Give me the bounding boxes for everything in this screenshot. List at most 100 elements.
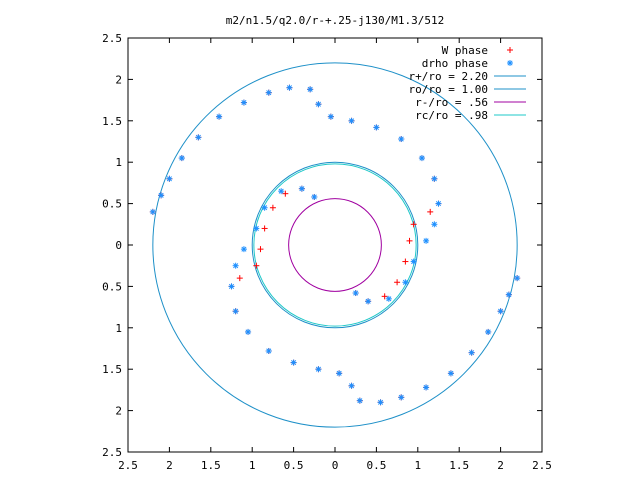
x-tick-label-5: 0 [332, 459, 339, 472]
x-tick-label-1: 2 [166, 459, 173, 472]
series-1-point-48 [298, 185, 305, 192]
y-tick-label-6: 0.5 [102, 198, 122, 211]
series-1-point-4 [195, 134, 202, 141]
series-0-point-19 [410, 221, 417, 228]
legend-label-0: W phase [442, 44, 488, 57]
x-tick-label-7: 1 [414, 459, 421, 472]
legend-label-4: r-/ro = .56 [415, 96, 488, 109]
series-1-point-30 [447, 370, 454, 377]
series-1-point-32 [398, 394, 405, 401]
series-1-point-44 [240, 246, 247, 253]
series-1-point-8 [286, 84, 293, 91]
series-1-point-45 [253, 225, 260, 232]
series-1-point-38 [290, 359, 297, 366]
series-1-point-21 [402, 279, 409, 286]
series-1-point-49 [311, 193, 318, 200]
legend-label-5: rc/ro = .98 [415, 109, 488, 122]
series-0-point-49 [282, 190, 289, 197]
series-0-point-20 [406, 237, 413, 244]
legend-swatch-1 [507, 60, 513, 66]
series-1-point-2 [166, 175, 173, 182]
x-tick-label-3: 1 [249, 459, 256, 472]
x-tick-label-9: 2 [497, 459, 504, 472]
series-1-point-40 [245, 328, 252, 335]
y-tick-label-9: 2 [115, 73, 122, 86]
x-tick-label-10: 2.5 [532, 459, 552, 472]
series-1-point-12 [348, 117, 355, 124]
series-1-point-19 [423, 237, 430, 244]
series-1-point-28 [485, 328, 492, 335]
series-1-point-47 [278, 188, 285, 195]
series-1-point-41 [232, 308, 239, 315]
series-1-point-13 [373, 124, 380, 131]
y-tick-label-3: 1 [115, 322, 122, 335]
chart-title: m2/n1.5/q2.0/r-+.25-j130/M1.3/512 [226, 14, 445, 27]
series-1-point-17 [435, 200, 442, 207]
series-0-point-46 [257, 246, 264, 253]
series-1-point-5 [216, 113, 223, 120]
circle-3 [253, 163, 417, 327]
series-0-point-44 [236, 275, 243, 282]
series-1-point-26 [505, 291, 512, 298]
legend-label-1: drho phase [422, 57, 488, 70]
series-1-point-22 [385, 295, 392, 302]
y-tick-label-2: 1.5 [102, 363, 122, 376]
series-1-point-27 [497, 308, 504, 315]
series-1-point-31 [423, 384, 430, 391]
series-1-point-10 [315, 101, 322, 108]
series-1-point-23 [365, 298, 372, 305]
series-0-point-47 [261, 225, 268, 232]
y-tick-label-1: 2 [115, 405, 122, 418]
y-tick-label-5: 0 [115, 239, 122, 252]
series-1-point-20 [410, 258, 417, 265]
y-tick-label-8: 1.5 [102, 115, 122, 128]
series-1-point-39 [265, 347, 272, 354]
y-tick-label-0: 2.5 [102, 446, 122, 459]
legend-label-3: ro/ro = 1.00 [409, 83, 488, 96]
series-0-point-18 [427, 208, 434, 215]
reference-circles [152, 62, 518, 428]
axis-ticks: 2.5 2 1.5 1 0.5 0 0.5 1 1.5 2 2.52.521.510.500.511… [102, 32, 552, 472]
legend-label-2: r+/ro = 2.20 [409, 70, 488, 83]
circle-1 [251, 161, 419, 329]
series-1-point-33 [377, 399, 384, 406]
series-1-point-35 [348, 382, 355, 389]
series-1-point-24 [352, 290, 359, 297]
y-tick-label-4: 0.5 [102, 280, 122, 293]
legend-swatch-0 [507, 47, 513, 53]
x-tick-label-6: 0.5 [366, 459, 386, 472]
series-1-point-6 [240, 99, 247, 106]
series-1-point-46 [261, 204, 268, 211]
series-1-point-0 [149, 208, 156, 215]
series-1-point-9 [307, 86, 314, 93]
series-1-point-42 [228, 283, 235, 290]
series-1-point-34 [356, 397, 363, 404]
circle-0 [152, 62, 518, 428]
x-tick-label-8: 1.5 [449, 459, 469, 472]
series-1-point-7 [265, 89, 272, 96]
series-1-point-11 [327, 113, 334, 120]
series-1-point-25 [514, 275, 521, 282]
series-1-point-3 [178, 155, 185, 162]
series-0-point-21 [402, 258, 409, 265]
series-1-point-16 [431, 175, 438, 182]
x-tick-label-2: 1.5 [201, 459, 221, 472]
data-points [149, 84, 521, 406]
series-1-point-18 [431, 221, 438, 228]
series-0-point-48 [269, 204, 276, 211]
y-tick-label-7: 1 [115, 156, 122, 169]
series-1-point-29 [468, 349, 475, 356]
y-tick-label-10: 2.5 [102, 32, 122, 45]
series-1-point-37 [315, 366, 322, 373]
series-1-point-1 [158, 192, 165, 199]
x-tick-label-0: 2.5 [118, 459, 138, 472]
x-tick-label-4: 0.5 [284, 459, 304, 472]
series-0-point-22 [394, 279, 401, 286]
series-1-point-15 [418, 155, 425, 162]
series-1-point-43 [232, 262, 239, 269]
circle-2 [288, 198, 382, 292]
series-0-point-23 [381, 293, 388, 300]
series-1-point-14 [398, 136, 405, 143]
